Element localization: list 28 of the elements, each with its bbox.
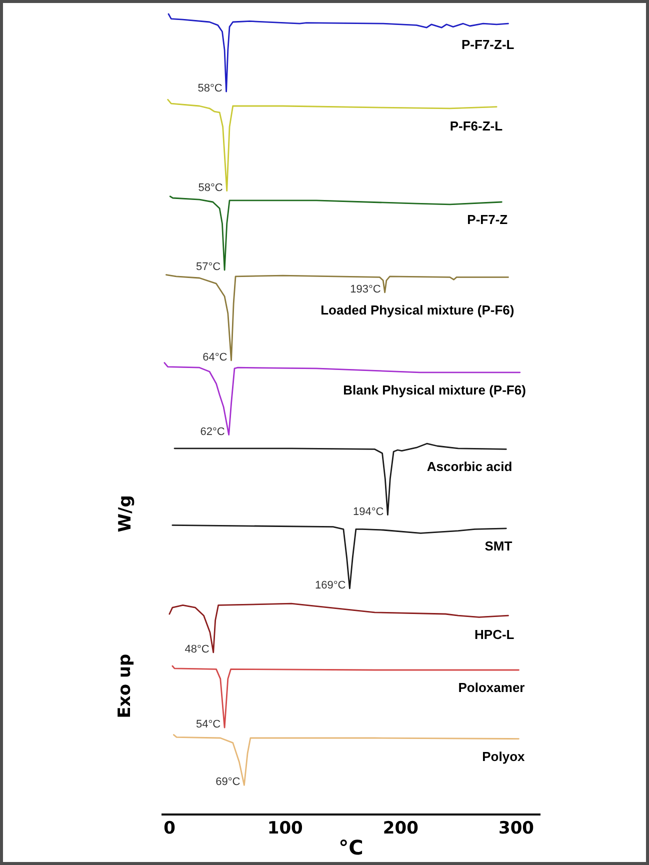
annotation: 193°C xyxy=(350,283,381,296)
x-axis-title: °C xyxy=(338,836,364,860)
series-label: P-F7-Z xyxy=(467,212,508,227)
annotation: 58°C xyxy=(198,182,223,194)
series-label: Blank Physical mixture (P-F6) xyxy=(343,382,526,398)
annotation: 54°C xyxy=(196,718,221,731)
series-label: HPC-L xyxy=(474,627,514,642)
series-label: Loaded Physical mixture (P-F6) xyxy=(320,302,514,318)
series-label: P-F7-Z-L xyxy=(462,36,514,52)
annotation: 64°C xyxy=(202,351,228,364)
annotation: 69°C xyxy=(216,776,240,788)
x-tick-label: 200 xyxy=(382,818,419,838)
x-tick-label: 100 xyxy=(267,818,304,838)
annotation: 62°C xyxy=(200,426,225,438)
series-label: Ascorbic acid xyxy=(426,459,512,474)
series-label: Poloxamer xyxy=(458,680,525,695)
series-label: Polyox xyxy=(482,748,526,764)
annotation: 58°C xyxy=(198,82,222,95)
y-axis-title: W/g xyxy=(116,495,136,532)
annotation: 169°C xyxy=(314,579,346,592)
annotation: 57°C xyxy=(196,261,221,273)
x-tick-label: 0 xyxy=(164,818,176,838)
text: Exo up xyxy=(115,654,135,718)
annotation: 194°C xyxy=(353,506,384,518)
series-label: SMT xyxy=(484,538,512,554)
annotation: 48°C xyxy=(184,643,210,656)
x-tick-label: 300 xyxy=(498,818,534,838)
series-label: P-F6-Z-L xyxy=(450,118,503,134)
